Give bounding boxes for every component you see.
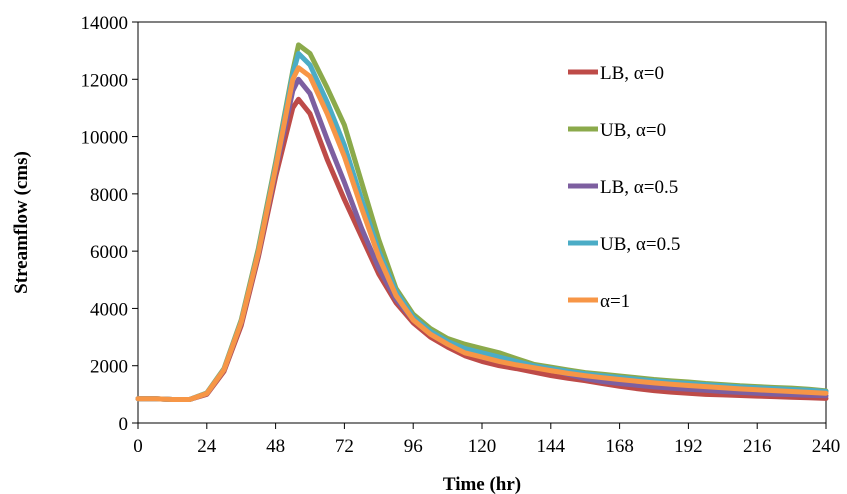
x-tick-label: 24 bbox=[197, 436, 217, 457]
y-tick-label: 4000 bbox=[90, 299, 128, 320]
y-tick-label: 8000 bbox=[90, 185, 128, 206]
x-axis-title: Time (hr) bbox=[443, 474, 521, 494]
y-tick-label: 0 bbox=[119, 414, 129, 435]
x-tick-label: 0 bbox=[133, 436, 143, 457]
x-tick-label: 168 bbox=[605, 436, 634, 457]
legend-label: LB, α=0 bbox=[600, 63, 664, 84]
x-tick-label: 144 bbox=[537, 436, 566, 457]
x-tick-label: 96 bbox=[404, 436, 423, 457]
x-tick-label: 192 bbox=[674, 436, 703, 457]
x-tick-label: 72 bbox=[335, 436, 354, 457]
axes: 0 2000 4000 6000 8000 10000 12000 14000 0 24 48 72 9… bbox=[81, 13, 841, 457]
legend: LB, α=0 UB, α=0 LB, α=0.5 UB, α=0.5 α=1 bbox=[568, 63, 680, 312]
series-line-1 bbox=[135, 42, 829, 402]
y-tick-label: 10000 bbox=[81, 128, 129, 149]
series-lines bbox=[135, 42, 829, 402]
x-tick-label: 216 bbox=[743, 436, 772, 457]
legend-label: UB, α=0.5 bbox=[600, 234, 680, 255]
y-tick-label: 6000 bbox=[90, 242, 128, 263]
legend-label: LB, α=0.5 bbox=[600, 177, 678, 198]
series-line-4 bbox=[135, 65, 829, 402]
y-tick-label: 14000 bbox=[81, 13, 129, 34]
legend-label: UB, α=0 bbox=[600, 120, 666, 141]
legend-label: α=1 bbox=[600, 291, 630, 312]
x-tick-label: 120 bbox=[468, 436, 497, 457]
x-tick-label: 48 bbox=[266, 436, 285, 457]
y-axis-title: Streamflow (cms) bbox=[11, 151, 32, 294]
x-tick-label: 240 bbox=[812, 436, 841, 457]
y-tick-label: 12000 bbox=[81, 70, 129, 91]
y-tick-label: 2000 bbox=[90, 357, 128, 378]
